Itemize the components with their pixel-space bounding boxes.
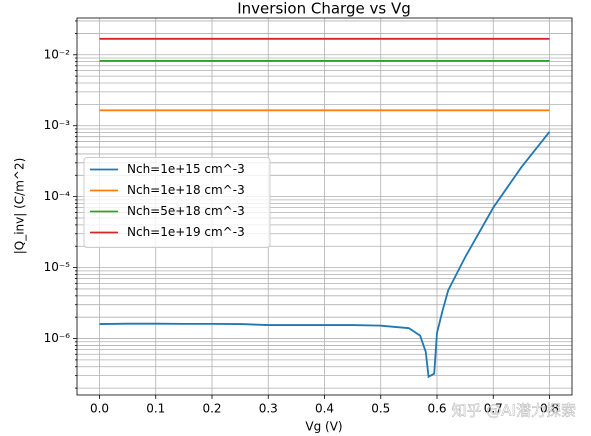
y-tick-label: 10⁻⁵ bbox=[44, 260, 71, 274]
plot-frame bbox=[76, 17, 573, 396]
legend-label: Nch=5e+18 cm^-3 bbox=[127, 204, 245, 218]
legend-label: Nch=1e+18 cm^-3 bbox=[127, 183, 245, 197]
watermark: 知乎 @AI潜力探索 bbox=[452, 402, 576, 420]
legend-box bbox=[83, 157, 271, 248]
x-axis-label: Vg (V) bbox=[305, 420, 342, 434]
legend-label: Nch=1e+19 cm^-3 bbox=[127, 225, 245, 239]
x-tick-label: 0.4 bbox=[315, 402, 334, 416]
y-axis-label: |Q_inv| (C/m^2) bbox=[13, 158, 27, 255]
x-tick-label: 0.7 bbox=[484, 402, 503, 416]
x-tick-label: 0.3 bbox=[259, 402, 278, 416]
series-line bbox=[99, 131, 551, 379]
y-tick-label: 10⁻² bbox=[44, 47, 71, 61]
x-tick-label: 0.1 bbox=[146, 402, 165, 416]
legend-label: Nch=1e+15 cm^-3 bbox=[127, 162, 245, 176]
x-tick-label: 0.6 bbox=[427, 402, 446, 416]
y-tick-label: 10⁻⁶ bbox=[44, 331, 71, 345]
x-tick-label: 0.5 bbox=[371, 402, 390, 416]
x-tick-label: 0.2 bbox=[202, 402, 221, 416]
x-tick-label: 0.8 bbox=[540, 402, 559, 416]
y-tick-label: 10⁻⁴ bbox=[44, 189, 71, 203]
chart-title: Inversion Charge vs Vg bbox=[237, 0, 410, 18]
x-tick-label: 0.0 bbox=[90, 402, 109, 416]
y-tick-label: 10⁻³ bbox=[44, 118, 71, 132]
